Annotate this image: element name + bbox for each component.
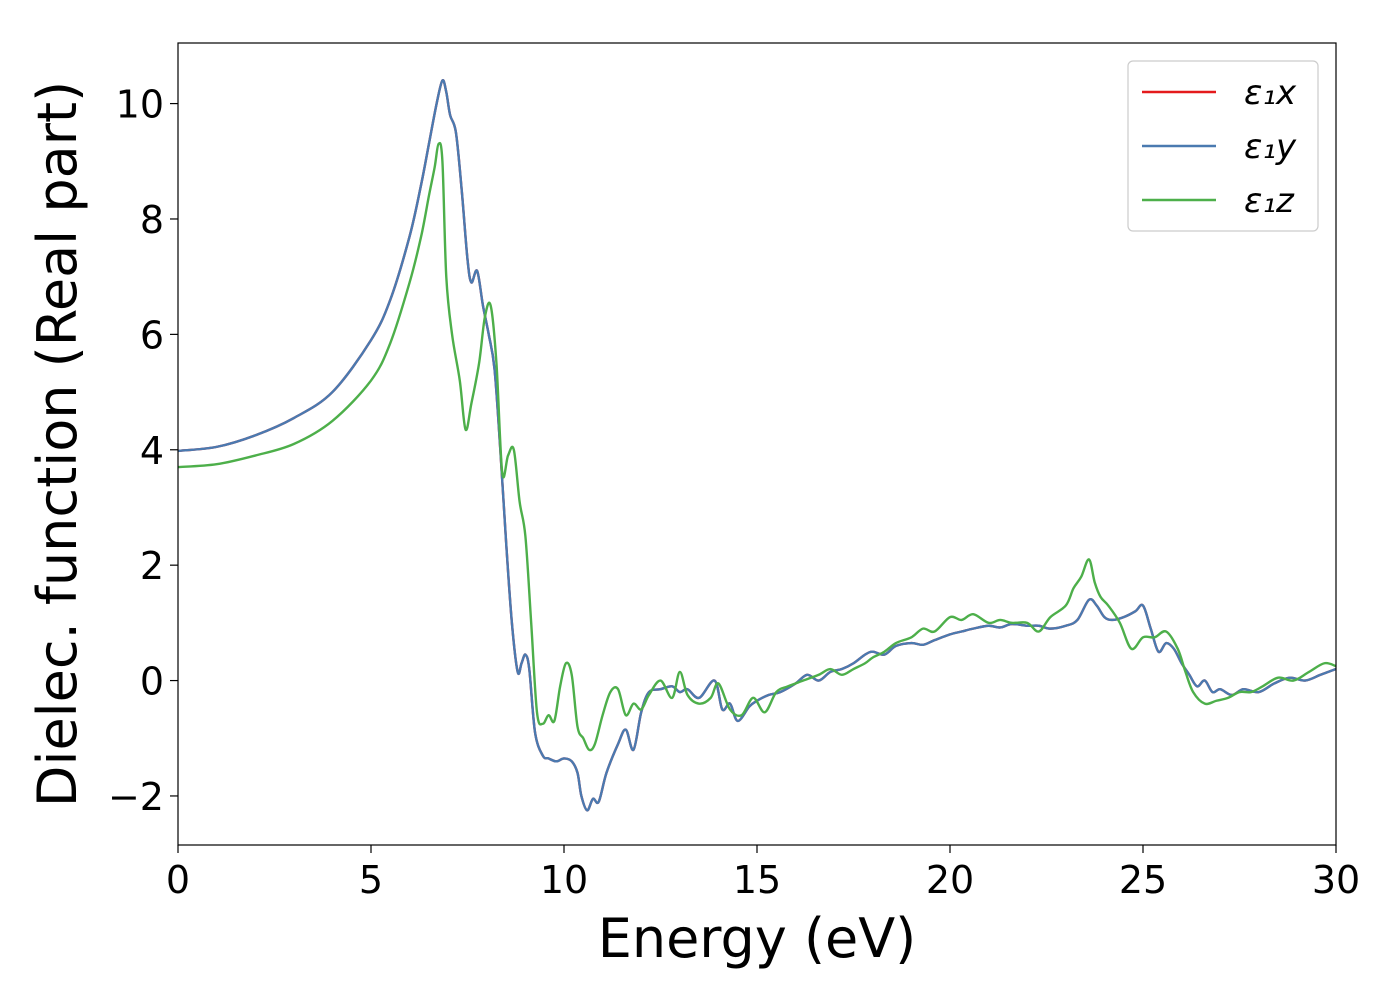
y-axis-ticks: −2 0 2 4 6 8 10 — [108, 83, 178, 819]
legend-box — [1127, 60, 1319, 232]
y-tick-label: 0 — [140, 660, 164, 704]
y-tick-label: 2 — [140, 544, 164, 588]
x-tick-label: 10 — [540, 858, 588, 902]
y-tick-label: −2 — [108, 775, 164, 819]
x-tick-label: 0 — [166, 858, 190, 902]
x-tick-label: 5 — [359, 858, 383, 902]
series-layer — [178, 79, 1336, 812]
x-tick-label: 20 — [926, 858, 974, 902]
series-line-2 — [178, 79, 1336, 812]
legend-label-1: ε₁x — [1244, 73, 1297, 113]
legend-label-2: ε₁y — [1244, 127, 1297, 167]
x-tick-label: 15 — [733, 858, 781, 902]
x-axis-ticks: 0 5 10 15 20 25 30 — [166, 845, 1360, 902]
legend: ε₁x ε₁y ε₁z — [1127, 60, 1319, 232]
y-axis-label: Dielec. function (Real part) — [26, 81, 89, 807]
y-tick-label: 6 — [140, 313, 164, 357]
legend-label-3: ε₁z — [1244, 181, 1295, 221]
series-line-3 — [178, 141, 1336, 752]
y-tick-label: 8 — [140, 198, 164, 242]
x-tick-label: 30 — [1312, 858, 1360, 902]
y-tick-label: 4 — [140, 429, 164, 473]
x-axis-label: Energy (eV) — [598, 907, 917, 970]
y-tick-label: 10 — [116, 83, 164, 127]
x-tick-label: 25 — [1119, 858, 1167, 902]
